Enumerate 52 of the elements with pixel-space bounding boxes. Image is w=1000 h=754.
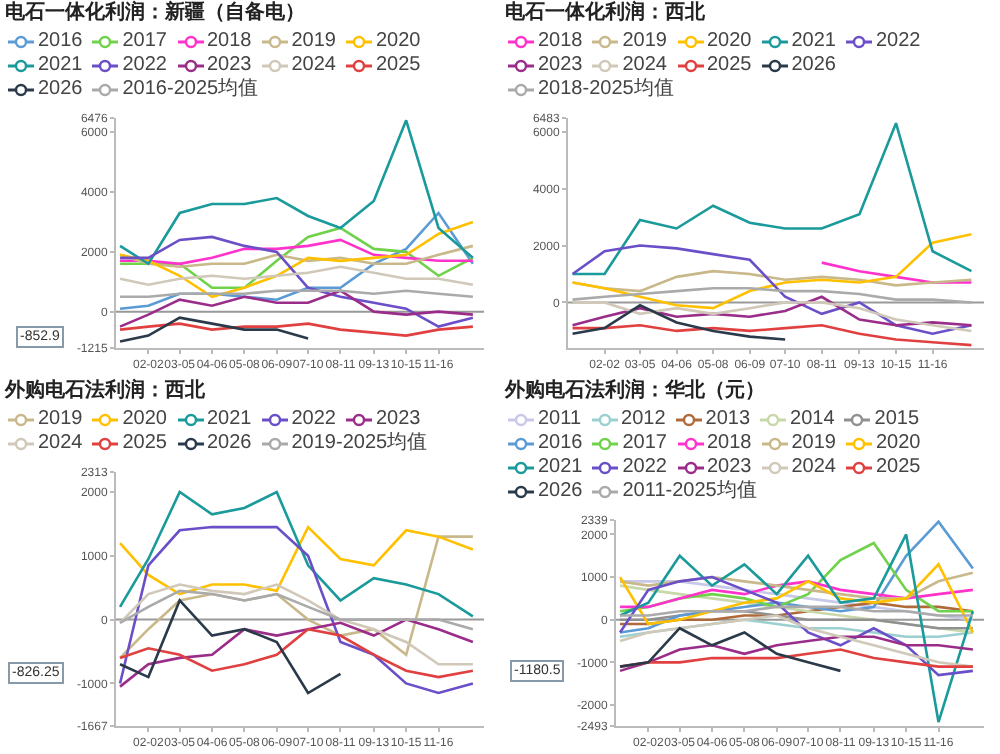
legend-label: 2019-2025均值	[291, 432, 428, 454]
legend-label: 2019	[622, 30, 667, 52]
legend-label: 2020	[122, 408, 167, 430]
legend-label: 2011	[538, 408, 582, 430]
legend-label: 2017	[122, 30, 167, 52]
legend-label: 2018	[707, 432, 752, 454]
legend-label: 2023	[538, 54, 583, 76]
legend-label: 2018	[207, 30, 252, 52]
chart-title: 外购电石法利润：西北	[3, 377, 207, 402]
legend-label: 2016-2025均值	[122, 78, 259, 100]
legend-label: 2024	[38, 432, 83, 454]
legend-label: 2020	[876, 432, 921, 454]
legend-label: 2024	[291, 54, 336, 76]
legend-label: 2019	[291, 30, 336, 52]
legend-label: 2023	[376, 408, 421, 430]
legend-label: 2022	[291, 408, 336, 430]
legend-label: 2015	[874, 408, 920, 430]
legend-label: 2023	[707, 456, 752, 478]
legend-label: 2013	[705, 408, 751, 430]
legend-label: 2025	[707, 54, 752, 76]
legend-label: 2011-2025均值	[622, 480, 757, 502]
legend-label: 2024	[791, 456, 836, 478]
legend-label: 2021	[791, 30, 836, 52]
chart-title: 电石一体化利润：新疆（自备电）	[5, 0, 305, 24]
legend-label: 2025	[376, 54, 421, 76]
legend-label: 2024	[622, 54, 667, 76]
legend-label: 2023	[207, 54, 252, 76]
legend-label: 2021	[38, 54, 83, 76]
legend-label: 2020	[707, 30, 752, 52]
chart-title: 外购电石法利润：华北（元）	[503, 377, 765, 402]
legend-label: 2012	[621, 408, 666, 430]
legend-label: 2026	[207, 432, 252, 454]
legend-label: 2025	[876, 456, 921, 478]
chart-title: 电石一体化利润：西北	[505, 0, 707, 24]
legend-label: 2014	[790, 408, 835, 430]
legend-label: 2022	[876, 30, 921, 52]
legend-label: 2016	[38, 30, 83, 52]
legend-label: 2018	[538, 30, 583, 52]
legend-label: 2016	[538, 432, 583, 454]
legend-label: 2021	[538, 456, 583, 478]
legend-label: 2019	[791, 432, 836, 454]
legend-label: 2022	[122, 54, 167, 76]
legend-label: 2021	[207, 408, 252, 430]
legend-label: 2026	[38, 78, 83, 100]
legend-label: 2025	[122, 432, 167, 454]
legend-label: 2022	[622, 456, 667, 478]
legend-label: 2020	[376, 30, 421, 52]
legend-label: 2018-2025均值	[538, 78, 674, 100]
legend-label: 2026	[791, 54, 836, 76]
legend-label: 2019	[38, 408, 83, 430]
legend-label: 2017	[622, 432, 667, 454]
legend-label: 2026	[538, 480, 583, 502]
